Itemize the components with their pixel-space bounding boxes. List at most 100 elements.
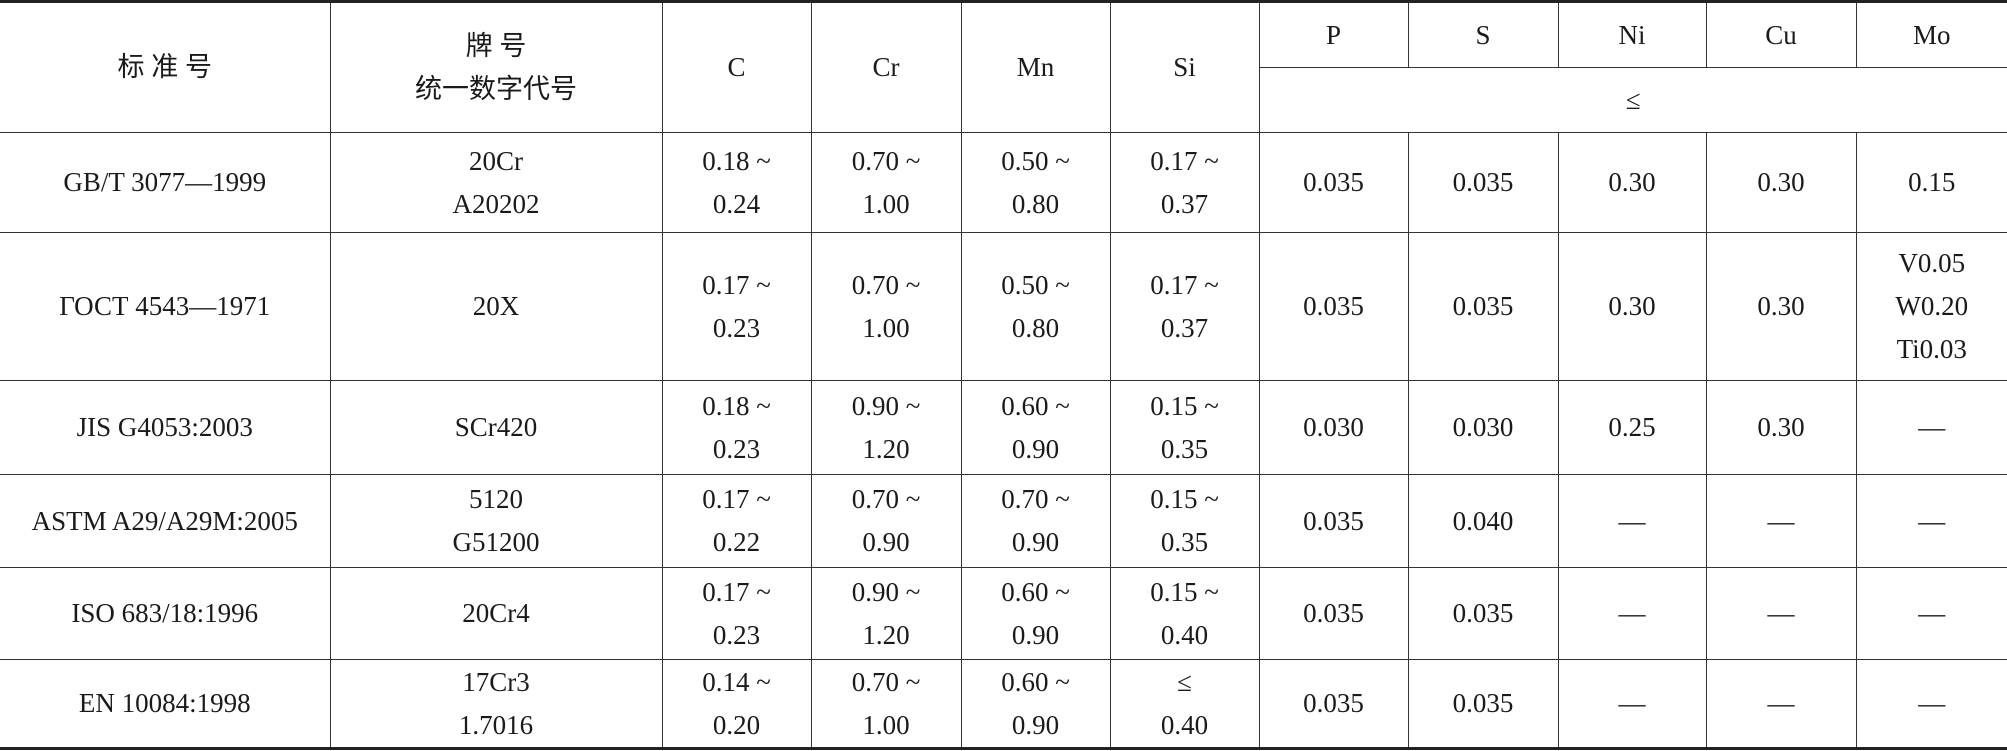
cell-line: 0.90 [1011,619,1060,650]
cell-line: 20Cr [469,145,523,176]
cell-line: — [1918,505,1946,536]
cell-line: V0.05 [1898,248,1966,278]
header-cell: S [1407,1,1559,68]
cell-line: 0.17 ~ [1150,145,1219,176]
cell-line: ASTM A29/A29M:2005 [31,505,298,536]
cell-line: 0.23 [712,312,761,343]
table-cell: 0.70 ~ 0.90 [810,474,962,568]
header-cell: Cr [810,1,962,133]
header-text: Si [1173,52,1196,82]
table-cell: ≤0.40 [1109,659,1260,749]
table-cell: 0.040 [1407,474,1559,568]
cell-line: 0.37 [1160,312,1209,343]
table-cell: — [1855,474,2007,568]
cell-line: 0.30 [1757,167,1805,197]
table-cell: 0.70 ~ 1.00 [810,132,962,233]
cell-line: 1.7016 [458,709,534,740]
table-cell: 0.90 ~ 1.20 [810,380,962,475]
table-cell: 0.17 ~ 0.22 [661,474,812,568]
cell-line: 0.35 [1160,527,1209,557]
cell-line: — [1767,688,1795,718]
cell-line: 0.035 [1452,167,1514,197]
table-row: GB/T 3077—1999 20Cr A20202 0.18 ~ 0.24 0.70 ~… [0,132,2007,233]
header-text: C [727,52,746,82]
table-cell: — [1557,474,1707,568]
table-cell: 0.035 [1407,567,1559,660]
table-cell: ASTM A29/A29M:2005 [0,474,331,568]
cell-line: 0.30 [1608,167,1656,197]
table-cell: 0.15 ~ 0.35 [1109,380,1260,475]
cell-line: 0.90 ~ [851,576,921,607]
table-cell: — [1855,659,2007,749]
table-cell: 0.30 [1705,380,1857,475]
header-cell: Ni [1557,1,1707,68]
header-cell: Mn [960,1,1111,133]
cell-line: 0.90 [1011,527,1060,557]
cell-line: 0.17 ~ [1150,269,1219,300]
table-row: JIS G4053:2003 SCr420 0.18 ~ 0.23 0.90 ~ 1.20… [0,380,2007,475]
cell-line: 0.60 ~ [1001,390,1070,421]
cell-line: 0.23 [712,433,761,464]
header-row: 标 准 号 牌 号统一数字代号 C Cr Mn Si P S Ni Cu Mo [0,1,2007,133]
cell-line: 0.15 [1908,167,1956,197]
cell-line: 1.00 [862,312,910,343]
table-cell: 0.50 ~ 0.80 [960,232,1111,381]
cell-line: 0.80 [1011,312,1060,343]
header-text: Mo [1912,19,1951,50]
cell-line: EN 10084:1998 [78,688,251,718]
table-cell: 0.035 [1258,232,1409,381]
table-row: EN 10084:1998 17Cr3 1.7016 0.14 ~ 0.20 0.70 ~… [0,659,2007,749]
cell-line: 1.00 [862,188,910,219]
table-cell: 0.60 ~ 0.90 [960,567,1111,660]
table-cell: 0.17 ~ 0.37 [1109,232,1260,381]
cell-line: 0.030 [1303,412,1364,442]
table-cell: 0.17 ~ 0.23 [661,232,812,381]
cell-line: ГОСТ 4543—1971 [59,291,271,321]
header-cell: 牌 号统一数字代号 [329,1,663,133]
table-cell: 0.18 ~ 0.24 [661,132,812,233]
table-cell: 20Cr4 [329,567,663,660]
cell-line: 20Cr4 [462,598,530,628]
cell-line: JIS G4053:2003 [76,412,253,442]
table-cell: SCr420 [329,380,663,475]
cell-line: Ti0.03 [1896,334,1967,364]
cell-line: 0.30 [1757,412,1805,442]
cell-line: 0.37 [1160,188,1209,219]
table-cell: 0.18 ~ 0.23 [661,380,812,475]
table-body: GB/T 3077—1999 20Cr A20202 0.18 ~ 0.24 0.70 ~… [0,132,2007,749]
cell-line: 1.20 [862,433,910,464]
table-cell: 20X [329,232,663,381]
cell-line: 0.22 [712,527,761,557]
cell-line: 0.035 [1303,688,1364,718]
table-cell: — [1557,567,1707,660]
cell-line: 0.30 [1757,291,1805,321]
cell-line: 0.80 [1011,188,1060,219]
cell-line: 0.17 ~ [702,269,771,300]
cell-line: G51200 [452,527,540,557]
header-text: 标 准 号 [117,52,213,82]
table-cell: 0.035 [1258,659,1409,749]
cell-line: 0.40 [1160,709,1209,740]
table-cell: — [1855,567,2007,660]
cell-line: W0.20 [1895,291,1969,321]
table-cell: 0.035 [1258,474,1409,568]
header-cell: P [1258,1,1409,68]
table-cell: V0.05 W0.20 Ti0.03 [1855,232,2007,381]
header-text: P [1325,19,1342,50]
cell-line: — [1618,598,1646,628]
cell-line: 0.035 [1303,598,1364,628]
cell-line: 0.90 ~ [851,390,921,421]
table-cell: 0.30 [1557,232,1707,381]
cell-line: 0.14 ~ [702,666,771,697]
table-cell: 0.15 ~ 0.40 [1109,567,1260,660]
cell-line: ISO 683/18:1996 [71,598,259,628]
header-cell: Si [1109,1,1260,133]
table-cell: 0.035 [1407,659,1559,749]
cell-line: 0.40 [1160,619,1209,650]
cell-line: 0.70 ~ [851,269,921,300]
header-cell: Mo [1855,1,2007,68]
header-text: 统一数字代号 [415,73,577,104]
cell-line: 0.18 ~ [702,390,771,421]
cell-line: 0.17 ~ [702,484,771,514]
table-cell: ГОСТ 4543—1971 [0,232,331,381]
